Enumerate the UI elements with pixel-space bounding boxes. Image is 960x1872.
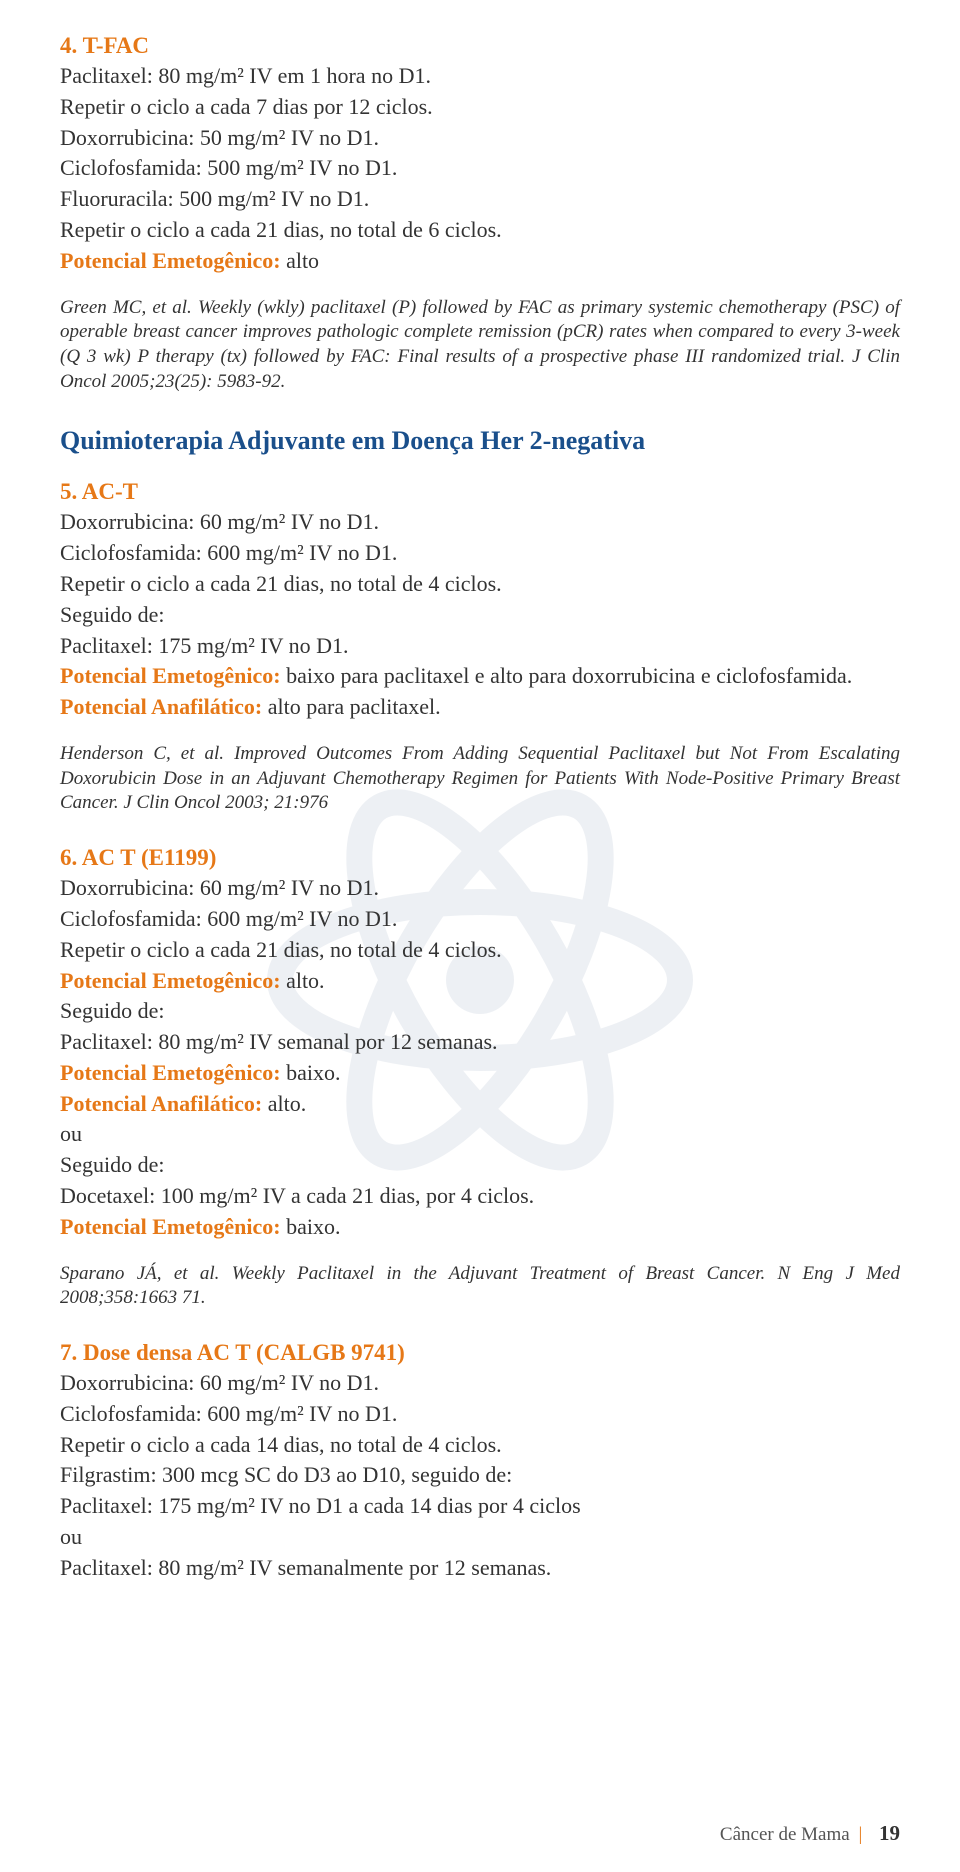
body-line: Paclitaxel: 80 mg/m² IV em 1 hora no D1. [60,61,900,92]
body-line: Filgrastim: 300 mcg SC do D3 ao D10, seg… [60,1460,900,1491]
potencial-emetogenico: Potencial Emetogênico: baixo. [60,1058,900,1089]
section-title: 7. Dose densa AC T (CALGB 9741) [60,1337,900,1368]
body-line: Docetaxel: 100 mg/m² IV a cada 21 dias, … [60,1181,900,1212]
body-line: Doxorrubicina: 50 mg/m² IV no D1. [60,123,900,154]
page-footer: Câncer de Mama | 19 [720,1821,900,1846]
body-line: ou [60,1522,900,1553]
body-line: Repetir o ciclo a cada 21 dias, no total… [60,935,900,966]
body-line: ou [60,1119,900,1150]
reference-text: Green MC, et al. Weekly (wkly) paclitaxe… [60,296,900,395]
potencial-label: Potencial Emetogênico: [60,968,286,993]
potencial-value: alto. [268,1091,307,1116]
body-line: Ciclofosfamida: 600 mg/m² IV no D1. [60,538,900,569]
body-line: Doxorrubicina: 60 mg/m² IV no D1. [60,873,900,904]
body-line: Seguido de: [60,996,900,1027]
section-act: 5. AC-T Doxorrubicina: 60 mg/m² IV no D1… [60,476,900,816]
potencial-emetogenico: Potencial Emetogênico: baixo. [60,1212,900,1243]
section-act-e1199: 6. AC T (E1199) Doxorrubicina: 60 mg/m² … [60,842,900,1311]
body-line: Paclitaxel: 175 mg/m² IV no D1 a cada 14… [60,1491,900,1522]
potencial-value: baixo. [286,1214,340,1239]
potencial-label: Potencial Emetogênico: [60,663,286,688]
reference-text: Sparano JÁ, et al. Weekly Paclitaxel in … [60,1262,900,1311]
potencial-anafilatico: Potencial Anafilático: alto para paclita… [60,692,900,723]
body-line: Repetir o ciclo a cada 21 dias, no total… [60,569,900,600]
body-line: Paclitaxel: 80 mg/m² IV semanal por 12 s… [60,1027,900,1058]
body-line: Fluoruracila: 500 mg/m² IV no D1. [60,184,900,215]
body-line: Paclitaxel: 175 mg/m² IV no D1. [60,631,900,662]
potencial-value: baixo para paclitaxel e alto para doxorr… [286,663,852,688]
section-title: 6. AC T (E1199) [60,842,900,873]
section-tfac: 4. T-FAC Paclitaxel: 80 mg/m² IV em 1 ho… [60,30,900,394]
potencial-value: alto [286,248,319,273]
footer-doc-title: Câncer de Mama [720,1824,850,1845]
footer-page-number: 19 [879,1821,900,1845]
body-line: Ciclofosfamida: 600 mg/m² IV no D1. [60,1399,900,1430]
body-line: Ciclofosfamida: 500 mg/m² IV no D1. [60,153,900,184]
potencial-value: baixo. [286,1060,340,1085]
body-line: Seguido de: [60,1150,900,1181]
section-title: 4. T-FAC [60,30,900,61]
body-line: Seguido de: [60,600,900,631]
body-line: Doxorrubicina: 60 mg/m² IV no D1. [60,1368,900,1399]
potencial-emetogenico: Potencial Emetogênico: alto [60,246,900,277]
potencial-label: Potencial Anafilático: [60,1091,268,1116]
potencial-label: Potencial Emetogênico: [60,1060,286,1085]
potencial-label: Potencial Emetogênico: [60,1214,286,1239]
body-line: Repetir o ciclo a cada 21 dias, no total… [60,215,900,246]
potencial-emetogenico: Potencial Emetogênico: baixo para paclit… [60,661,900,692]
potencial-label: Potencial Emetogênico: [60,248,286,273]
potencial-label: Potencial Anafilático: [60,694,268,719]
section-title: 5. AC-T [60,476,900,507]
heading-adjuvante: Quimioterapia Adjuvante em Doença Her 2-… [60,426,900,456]
potencial-anafilatico: Potencial Anafilático: alto. [60,1089,900,1120]
body-line: Repetir o ciclo a cada 14 dias, no total… [60,1430,900,1461]
footer-separator-icon: | [858,1824,862,1845]
potencial-emetogenico: Potencial Emetogênico: alto. [60,966,900,997]
potencial-value: alto para paclitaxel. [268,694,441,719]
potencial-value: alto. [286,968,325,993]
body-line: Ciclofosfamida: 600 mg/m² IV no D1. [60,904,900,935]
section-dose-densa: 7. Dose densa AC T (CALGB 9741) Doxorrub… [60,1337,900,1584]
body-line: Repetir o ciclo a cada 7 dias por 12 cic… [60,92,900,123]
body-line: Paclitaxel: 80 mg/m² IV semanalmente por… [60,1553,900,1584]
reference-text: Henderson C, et al. Improved Outcomes Fr… [60,742,900,816]
body-line: Doxorrubicina: 60 mg/m² IV no D1. [60,507,900,538]
